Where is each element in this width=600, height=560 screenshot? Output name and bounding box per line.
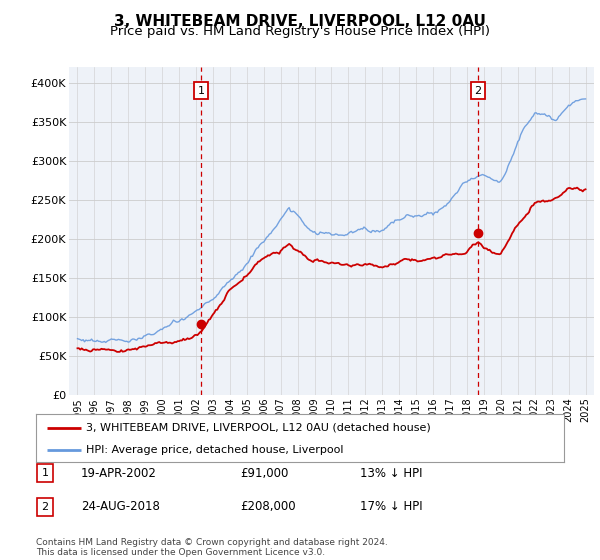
Text: 2: 2 [475, 86, 482, 96]
Text: 19-APR-2002: 19-APR-2002 [81, 466, 157, 480]
Text: £208,000: £208,000 [240, 500, 296, 514]
Text: 24-AUG-2018: 24-AUG-2018 [81, 500, 160, 514]
Text: Price paid vs. HM Land Registry's House Price Index (HPI): Price paid vs. HM Land Registry's House … [110, 25, 490, 38]
Text: 1: 1 [197, 86, 205, 96]
Text: 13% ↓ HPI: 13% ↓ HPI [360, 466, 422, 480]
Text: HPI: Average price, detached house, Liverpool: HPI: Average price, detached house, Live… [86, 445, 344, 455]
Text: £91,000: £91,000 [240, 466, 289, 480]
Text: 2: 2 [41, 502, 49, 512]
Text: 3, WHITEBEAM DRIVE, LIVERPOOL, L12 0AU: 3, WHITEBEAM DRIVE, LIVERPOOL, L12 0AU [114, 14, 486, 29]
Text: 17% ↓ HPI: 17% ↓ HPI [360, 500, 422, 514]
Text: 1: 1 [41, 468, 49, 478]
Text: 3, WHITEBEAM DRIVE, LIVERPOOL, L12 0AU (detached house): 3, WHITEBEAM DRIVE, LIVERPOOL, L12 0AU (… [86, 423, 431, 433]
Text: Contains HM Land Registry data © Crown copyright and database right 2024.
This d: Contains HM Land Registry data © Crown c… [36, 538, 388, 557]
